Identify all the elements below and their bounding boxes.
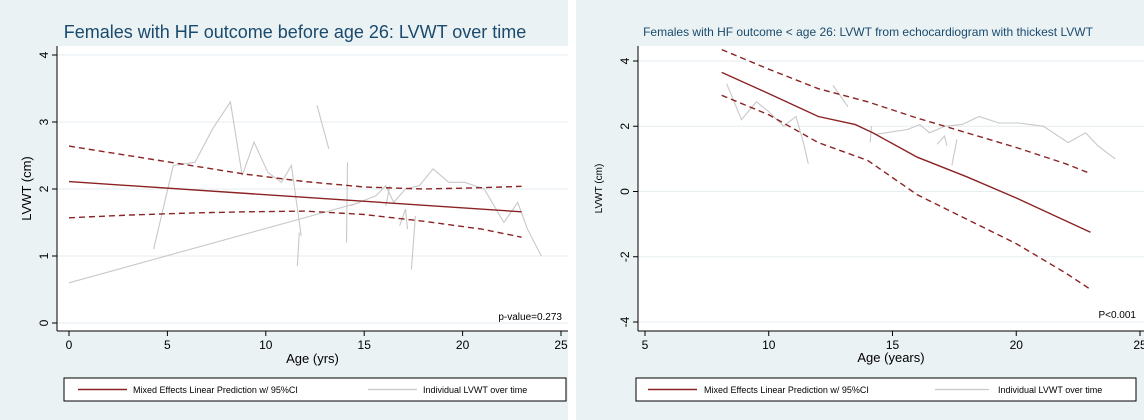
chart-panel-right: -4 -2 0 2 4 5 10 15 20 25 Females with HF outcome … — [576, 0, 1144, 420]
chart-right-svg: -4 -2 0 2 4 5 10 15 20 25 Females with HF outcome … — [594, 25, 1144, 402]
x-tick-label: 0 — [66, 338, 73, 352]
y-axis-label: LVWT (cm) — [19, 156, 34, 221]
individual-lvwt-line — [68, 201, 361, 284]
individual-lvwt-line — [869, 126, 873, 143]
ci-upper-line — [721, 48, 1091, 175]
y-axis-label: LVWT (cm) — [594, 164, 605, 214]
individual-lvwt-line — [875, 115, 1116, 160]
y-tick-label: -4 — [618, 316, 632, 327]
x-tick-label: 5 — [642, 338, 649, 352]
individual-lvwt-line — [936, 134, 948, 146]
p-value-annotation: p-value=0.273 — [498, 312, 562, 323]
chart-title: Females with HF outcome < age 26: LVWT f… — [643, 25, 1094, 39]
individual-lvwt-line — [399, 208, 409, 230]
p-value-annotation: P<0.001 — [1098, 310, 1136, 321]
individual-lvwt-line — [726, 83, 809, 164]
plot-area — [638, 46, 1144, 331]
x-tick-label: 5 — [164, 338, 171, 352]
prediction-line — [68, 180, 522, 213]
individual-lvwt-line — [153, 100, 302, 250]
y-tick-label: -2 — [618, 251, 632, 262]
individual-lvwt-line — [316, 105, 330, 149]
prediction-line — [721, 71, 1091, 233]
y-tick-label: 4 — [37, 51, 51, 58]
x-tick-label: 25 — [554, 338, 568, 352]
x-tick-label: 10 — [762, 338, 776, 352]
x-tick-label: 20 — [1010, 338, 1024, 352]
legend-prediction-label: Mixed Effects Linear Prediction w/ 95%CI — [704, 385, 869, 395]
legend-individual-label: Individual LVWT over time — [998, 385, 1102, 395]
x-tick-label: 20 — [456, 338, 470, 352]
x-axis-label: Age (yrs) — [286, 351, 339, 366]
individual-lvwt-line — [296, 232, 300, 267]
y-tick-label: 1 — [37, 252, 51, 259]
chart-left-svg: 0 1 2 3 4 0 5 10 15 20 25 Females with HF outcome b… — [19, 22, 568, 402]
x-tick-label: 25 — [1133, 338, 1144, 352]
legend-box — [63, 377, 567, 402]
individual-lvwt-line — [410, 215, 416, 270]
y-tick-label: 3 — [37, 118, 51, 125]
x-axis-label: Age (years) — [857, 350, 924, 365]
individual-lvwt-line — [832, 85, 849, 108]
ci-lower-line — [68, 210, 522, 238]
individual-lvwt-line — [350, 168, 542, 257]
x-tick-label: 15 — [886, 338, 900, 352]
individual-lvwt-line — [951, 139, 958, 166]
y-tick-label: 0 — [37, 319, 51, 326]
x-tick-label: 15 — [358, 338, 372, 352]
individual-lvwt-line — [345, 162, 349, 243]
legend-prediction-label: Mixed Effects Linear Prediction w/ 95%CI — [133, 385, 298, 395]
y-tick-label: 0 — [618, 188, 632, 195]
legend-box — [635, 377, 1137, 402]
chart-title: Females with HF outcome before age 26: L… — [64, 22, 527, 42]
y-tick-label: 2 — [37, 185, 51, 192]
chart-panel-left: 0 1 2 3 4 0 5 10 15 20 25 Females with HF outcome b… — [0, 0, 568, 420]
ci-lower-line — [721, 94, 1091, 290]
x-tick-label: 10 — [259, 338, 273, 352]
legend-individual-label: Individual LVWT over time — [423, 385, 527, 395]
y-tick-label: 2 — [618, 123, 632, 130]
y-tick-label: 4 — [618, 57, 632, 64]
